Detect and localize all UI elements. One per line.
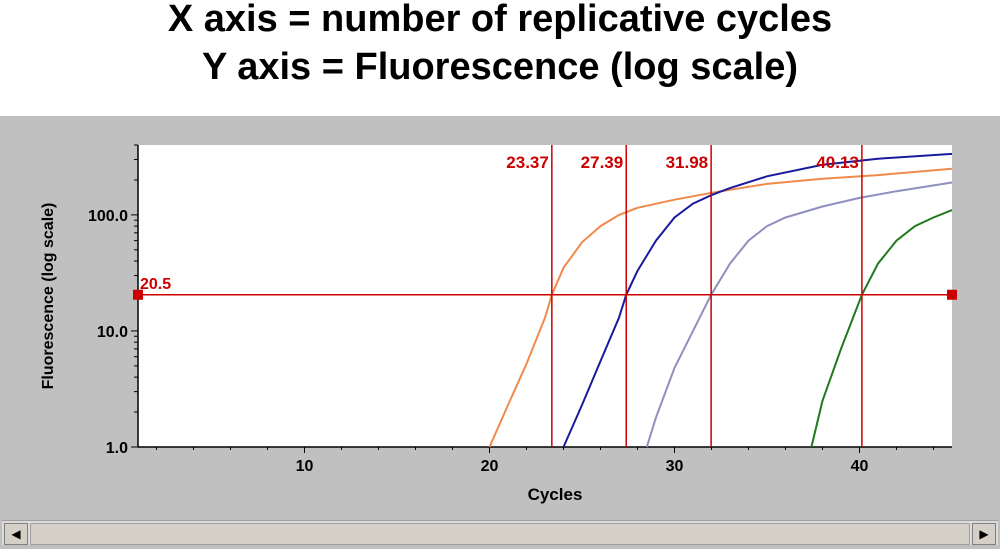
ct-marker-label: 27.39 (581, 153, 624, 172)
series-line-3 (645, 181, 953, 448)
heading-x-axis: X axis = number of replicative cycles (167, 0, 833, 40)
threshold-label: 20.5 (140, 276, 171, 293)
y-tick-label: 10.0 (97, 324, 128, 341)
x-tick-label: 30 (666, 458, 684, 475)
scroll-left-icon[interactable]: ◀ (4, 523, 28, 545)
horizontal-scrollbar[interactable]: ◀ ▶ (2, 520, 998, 545)
scrollbar-track[interactable] (30, 523, 970, 545)
x-tick-label: 10 (296, 458, 314, 475)
x-tick-label: 40 (851, 458, 869, 475)
series-line-4 (810, 209, 953, 448)
y-tick-label: 100.0 (88, 208, 128, 225)
threshold-handle-left (133, 289, 143, 300)
scroll-right-icon[interactable]: ▶ (972, 523, 996, 545)
heading-y-axis: Y axis = Fluorescence (log scale) (202, 46, 798, 88)
x-tick-label: 20 (481, 458, 499, 475)
series-line-2 (562, 152, 953, 448)
plot-area (138, 145, 952, 447)
y-tick-label: 1.0 (106, 440, 128, 457)
ct-marker-label: 31.98 (666, 153, 709, 172)
threshold-handle-right (947, 289, 957, 300)
x-axis-label: Cycles (528, 485, 583, 504)
ct-marker-label: 23.37 (506, 153, 549, 172)
y-axis-label: Fluorescence (log scale) (40, 203, 57, 390)
ct-marker-label: 40.13 (816, 153, 859, 172)
series-line-1 (488, 167, 953, 448)
